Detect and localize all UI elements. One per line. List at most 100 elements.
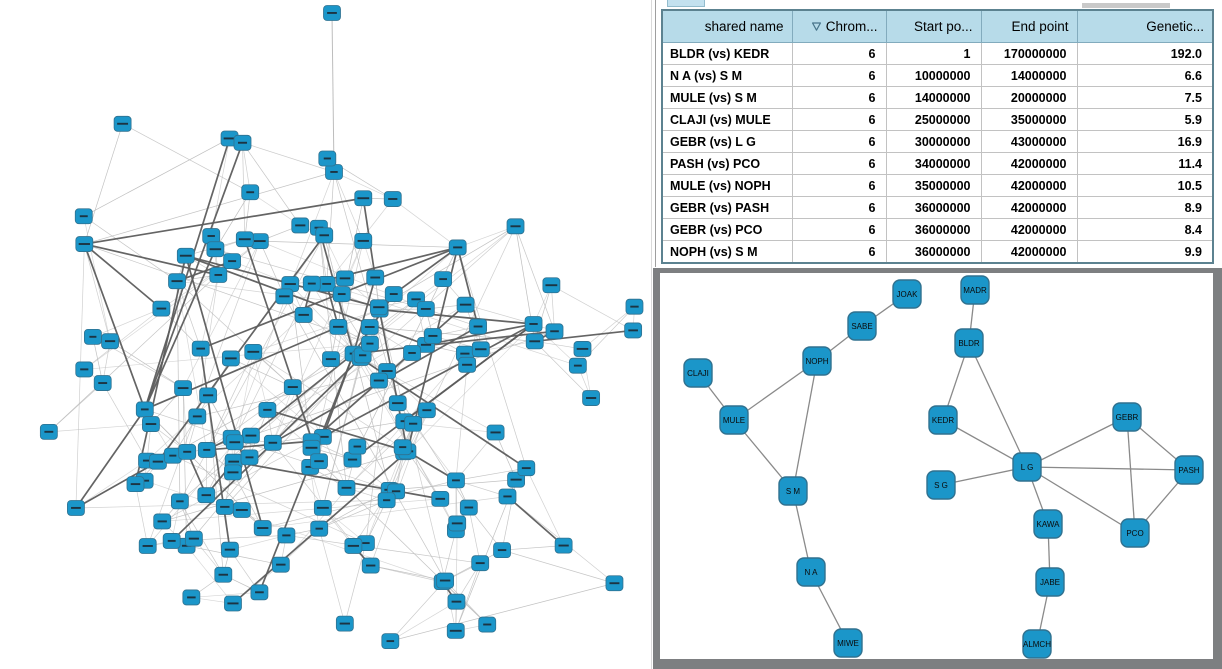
network-node[interactable]	[337, 479, 356, 496]
network-node[interactable]	[197, 442, 216, 458]
network-edge[interactable]	[83, 215, 178, 282]
network-edge[interactable]	[455, 364, 468, 481]
network-edge[interactable]	[259, 240, 285, 297]
network-node[interactable]	[271, 556, 290, 573]
network-node-sabe[interactable]: SABE	[847, 311, 877, 341]
network-edge[interactable]	[230, 358, 293, 388]
network-node[interactable]	[225, 434, 244, 451]
network-edge[interactable]	[379, 308, 534, 325]
network-edge[interactable]	[534, 285, 552, 342]
network-edge[interactable]	[143, 138, 231, 410]
network-edge[interactable]	[83, 243, 111, 342]
network-edge[interactable]	[186, 545, 234, 604]
network-edge[interactable]	[253, 309, 380, 353]
network-edge[interactable]	[413, 423, 496, 433]
network-node[interactable]	[101, 333, 119, 350]
table-row[interactable]: NOPH (vs) S M 6 36000000 42000000 9.9	[661, 240, 1214, 264]
network-node-sm[interactable]: S M	[778, 476, 808, 506]
table-row[interactable]: N A (vs) S M 6 10000000 14000000 6.6	[661, 64, 1214, 87]
table-row[interactable]: PASH (vs) PCO 6 34000000 42000000 11.4	[661, 152, 1214, 175]
network-node[interactable]	[163, 447, 182, 464]
network-node[interactable]	[283, 379, 302, 396]
network-node[interactable]	[354, 233, 373, 249]
network-edge[interactable]	[205, 283, 313, 496]
network-node[interactable]	[74, 208, 93, 225]
network-edge[interactable]	[102, 382, 148, 461]
network-edge[interactable]	[582, 306, 635, 350]
network-edge[interactable]	[390, 582, 615, 642]
network-node[interactable]	[332, 286, 351, 303]
network-edge[interactable]	[311, 246, 458, 285]
network-edge[interactable]	[501, 549, 615, 584]
network-edge[interactable]	[253, 351, 408, 452]
network-node[interactable]	[360, 319, 379, 335]
network-edge[interactable]	[353, 226, 516, 354]
network-edge[interactable]	[551, 284, 634, 331]
network-node[interactable]	[458, 356, 477, 373]
network-node[interactable]	[393, 439, 412, 456]
network-edge[interactable]	[331, 12, 335, 173]
network-edge[interactable]	[392, 198, 458, 248]
network-edge[interactable]	[457, 247, 527, 469]
network-node[interactable]	[471, 341, 490, 358]
network-edge-noph-sm[interactable]	[792, 360, 818, 492]
network-node-miwe[interactable]: MIWE	[833, 628, 863, 658]
network-node[interactable]	[168, 273, 186, 290]
network-node[interactable]	[323, 5, 341, 21]
network-node[interactable]	[199, 387, 218, 404]
network-node[interactable]	[506, 218, 525, 235]
network-edge[interactable]	[84, 197, 364, 245]
network-edge[interactable]	[200, 246, 458, 350]
network-edge[interactable]	[191, 591, 260, 598]
network-node[interactable]	[344, 538, 363, 554]
network-edge[interactable]	[455, 432, 496, 481]
network-node[interactable]	[152, 300, 171, 317]
network-node[interactable]	[573, 341, 592, 357]
network-node[interactable]	[263, 434, 282, 451]
network-edge-bldr-lg[interactable]	[968, 342, 1028, 468]
network-node[interactable]	[381, 633, 400, 650]
network-node[interactable]	[176, 247, 195, 264]
network-node[interactable]	[478, 616, 497, 633]
network-edge[interactable]	[582, 348, 592, 399]
network-node-lg[interactable]: L G	[1012, 452, 1042, 482]
network-node[interactable]	[436, 572, 455, 589]
network-node-gebr[interactable]: GEBR	[1112, 402, 1142, 432]
network-node[interactable]	[322, 351, 340, 368]
network-edge[interactable]	[352, 277, 377, 354]
network-node[interactable]	[329, 318, 348, 335]
table-row[interactable]: MULE (vs) NOPH 6 35000000 42000000 10.5	[661, 174, 1214, 197]
network-edge[interactable]	[292, 353, 354, 388]
network-node[interactable]	[388, 395, 407, 412]
network-edge[interactable]	[157, 234, 325, 463]
network-edge[interactable]	[456, 247, 479, 327]
network-edge[interactable]	[176, 280, 294, 388]
network-node[interactable]	[423, 328, 442, 344]
network-edge[interactable]	[242, 142, 251, 193]
network-node[interactable]	[294, 307, 313, 323]
network-node[interactable]	[315, 227, 334, 244]
network-node[interactable]	[370, 372, 388, 389]
network-node[interactable]	[447, 472, 465, 489]
network-edge[interactable]	[326, 283, 578, 367]
network-node-joak[interactable]: JOAK	[892, 279, 922, 309]
network-edge[interactable]	[272, 226, 516, 444]
network-node[interactable]	[197, 487, 216, 504]
network-node-kedr[interactable]: KEDR	[928, 405, 958, 435]
network-edge[interactable]	[92, 308, 162, 338]
network-node[interactable]	[224, 464, 242, 481]
network-edge[interactable]	[83, 123, 123, 245]
network-node[interactable]	[67, 500, 85, 516]
network-edge[interactable]	[267, 409, 408, 453]
network-node[interactable]	[447, 593, 466, 610]
network-node[interactable]	[253, 520, 272, 536]
network-node[interactable]	[250, 233, 269, 250]
network-node[interactable]	[582, 390, 601, 406]
network-node[interactable]	[498, 488, 517, 505]
network-node[interactable]	[377, 492, 396, 509]
network-edge[interactable]	[215, 192, 251, 250]
network-node[interactable]	[317, 276, 336, 292]
network-edge[interactable]	[184, 255, 264, 529]
network-edge[interactable]	[412, 423, 457, 481]
network-edge[interactable]	[206, 351, 254, 451]
